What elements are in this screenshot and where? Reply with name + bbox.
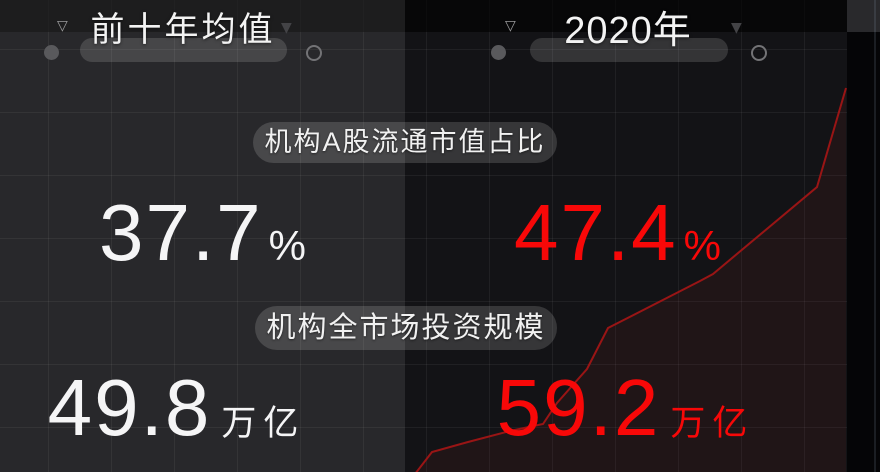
value-unit: 万亿 [670,404,755,443]
right-edge-highlight [874,0,876,472]
value-row-investment-scale: 49.8 万亿 59.2 万亿 [0,368,880,448]
dot-outline-icon[interactable] [306,45,322,61]
value-number: 59.2 [496,363,661,452]
trend-area-fill [416,88,846,472]
right-edge-strip-top [847,0,880,32]
triangle-filled-icon[interactable]: ▼ [281,20,292,36]
value-number: 37.7 [98,188,263,277]
value-number: 49.8 [47,363,212,452]
dot-filled-icon[interactable] [491,45,506,60]
triangle-outline-icon[interactable]: ▽ [505,18,516,34]
top-letterbox-bar [0,0,880,32]
value-right-share-ratio: 47.4 % [405,193,830,273]
tab-left-pill[interactable] [80,38,287,62]
value-right-investment-scale: 59.2 万亿 [413,368,838,448]
left-panel-overlay [0,0,405,472]
triangle-filled-icon[interactable]: ▼ [731,20,742,36]
tab-left-label[interactable]: 前十年均值 [90,11,276,49]
value-unit: 万亿 [221,404,306,443]
tab-right-label[interactable]: 2020年 [564,10,692,52]
triangle-outline-icon[interactable]: ▽ [57,18,68,34]
trend-line [415,87,847,472]
metric-label-share-ratio: 机构A股流通市值占比 [253,122,557,163]
tab-right-pill[interactable] [530,38,728,62]
value-unit: % [683,222,722,269]
value-unit: % [268,222,307,269]
dot-outline-icon[interactable] [751,45,767,61]
dot-filled-icon[interactable] [44,45,59,60]
metric-label-investment-scale: 机构全市场投资规模 [255,306,557,350]
value-left-share-ratio: 37.7 % [0,193,405,273]
right-edge-strip [847,0,880,472]
value-row-share-ratio: 37.7 % 47.4 % [0,193,880,273]
value-number: 47.4 [513,188,678,277]
value-left-investment-scale: 49.8 万亿 [0,368,379,448]
